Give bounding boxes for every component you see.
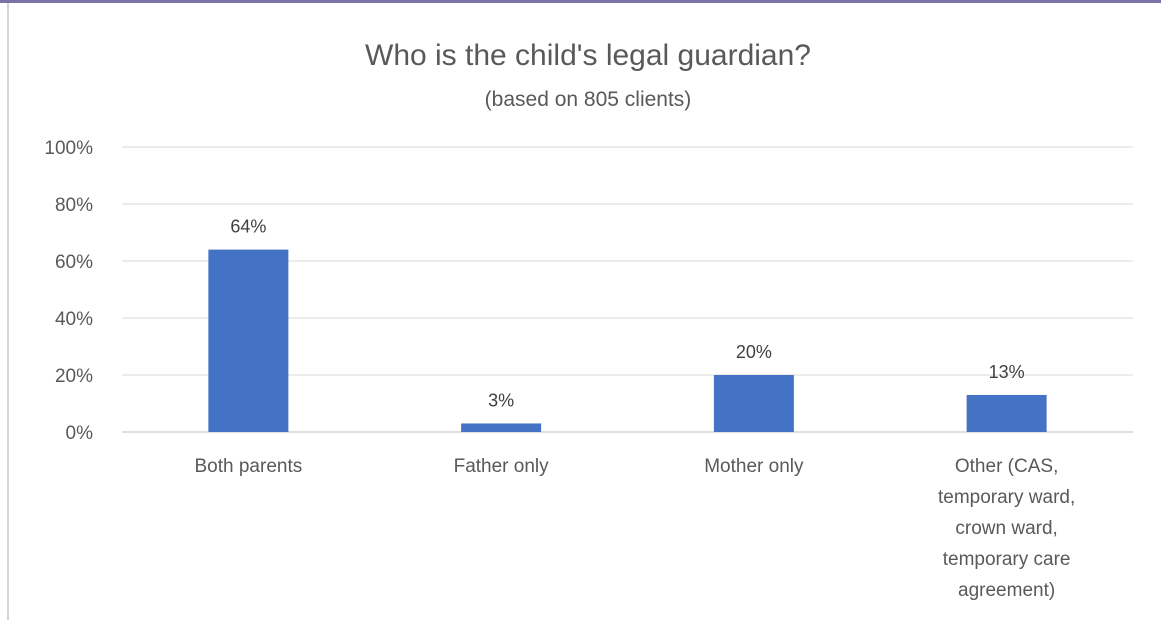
- chart-title: Who is the child's legal guardian?: [365, 39, 811, 72]
- category-label: temporary ward,: [938, 487, 1075, 508]
- window-left-border: [7, 3, 9, 620]
- chart-subtitle: (based on 805 clients): [485, 88, 692, 111]
- category-label: temporary care: [943, 549, 1071, 570]
- bar: [713, 375, 794, 432]
- data-label: 13%: [989, 362, 1025, 382]
- data-label: 64%: [230, 217, 266, 237]
- y-tick-label: 40%: [55, 309, 93, 330]
- category-label: Mother only: [704, 456, 804, 477]
- bar: [461, 423, 542, 432]
- data-label: 3%: [488, 390, 514, 410]
- y-tick-label: 20%: [55, 366, 93, 387]
- category-label: Other (CAS,: [955, 456, 1058, 477]
- y-tick-label: 0%: [66, 423, 94, 444]
- category-label: Father only: [454, 456, 550, 477]
- window-top-border: [0, 0, 1161, 3]
- y-tick-label: 80%: [55, 195, 93, 216]
- category-label: agreement): [958, 580, 1055, 601]
- y-tick-label: 100%: [44, 138, 93, 159]
- category-label: crown ward,: [955, 518, 1057, 539]
- bar: [208, 249, 289, 432]
- y-tick-label: 60%: [55, 252, 93, 273]
- bar-chart: Who is the child's legal guardian? (base…: [44, 39, 1133, 601]
- chart-container: Who is the child's legal guardian? (base…: [0, 3, 1161, 620]
- bar: [966, 394, 1047, 432]
- category-label: Both parents: [195, 456, 303, 477]
- data-label: 20%: [736, 342, 772, 362]
